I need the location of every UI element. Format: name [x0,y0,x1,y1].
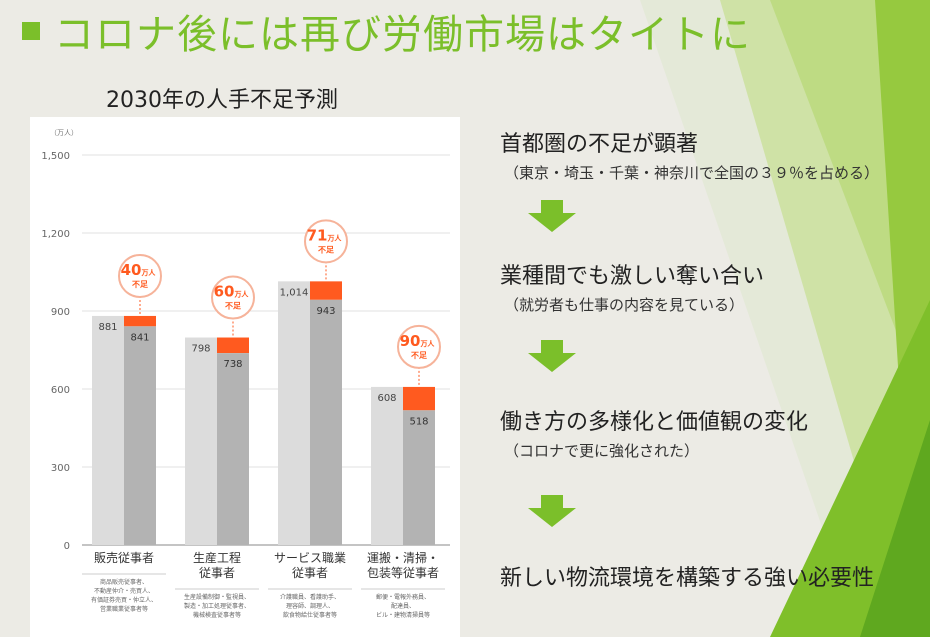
bar-shortage [403,386,435,411]
category-note: 有価証券売買・仲立人、 [91,596,157,604]
down-arrow-icon [528,495,576,527]
bar-supply [403,410,435,545]
shortage-number: 71 [307,226,328,244]
category-note: 不動産仲介・売買人、 [94,587,154,595]
category-note: 営業職業従事者等 [100,605,148,613]
flow-step-2-sub: （就労者も仕事の内容を見ている） [504,296,745,314]
bar-supply [124,326,156,545]
category-note: 介護職員、看護助手、 [280,593,340,601]
shortage-unit: 万人 [140,268,156,277]
shortage-number: 90 [400,332,421,350]
data-label-demand: 608 [377,393,396,404]
shortage-unit: 万人 [326,233,342,242]
bar-demand [92,315,124,545]
shortage-label: 不足 [225,302,242,311]
shortage-value: 90万人 [400,332,436,350]
slide-title: コロナ後には再び労働市場はタイトに [22,6,751,58]
data-label-demand: 1,014 [280,287,309,298]
shortage-number: 40 [121,261,142,279]
category-note: ビル・建物清掃員等 [376,611,430,619]
bar-shortage [217,337,249,354]
shortage-bubble [397,324,441,369]
flow-step-1-main: 首都圏の不足が顕著 [500,132,699,157]
category-label: 従事者 [292,566,328,580]
shortage-value: 60万人 [214,283,250,301]
shortage-label: 不足 [132,280,149,289]
category-label: 運搬・清掃・ [367,550,439,565]
category-note: 機械検査従事者等 [193,611,241,619]
flow-step-3-sub: （コロナで更に強化された） [504,442,700,460]
shortage-value: 40万人 [121,261,157,279]
y-tick-label: 1,200 [41,229,70,240]
shortage-unit: 万人 [419,339,435,348]
title-bullet-icon [22,22,40,40]
y-tick-label: 600 [51,385,70,396]
category-note: 飲食物給仕従事者等 [283,611,337,619]
category-label: サービス職業 [274,551,346,565]
shortage-unit: 万人 [233,290,249,299]
shortage-number: 60 [214,283,235,301]
flow-step-1-sub: （東京・埼玉・千葉・神奈川で全国の３９％を占める） [504,164,880,182]
y-tick-label: 1,500 [41,151,70,162]
shortage-bubble [211,275,255,320]
down-arrow-icon [528,340,576,372]
flow-step-2-main: 業種間でも激しい奪い合い [500,264,765,289]
bar-demand [185,337,217,545]
bar-demand [278,281,310,545]
title-text: コロナ後には再び労働市場はタイトに [54,12,751,58]
y-axis-unit: （万人） [50,129,78,137]
flow-step-3: 働き方の多様化と価値観の変化 （コロナで更に強化された） [500,404,808,461]
flow-step-2: 業種間でも激しい奪い合い （就労者も仕事の内容を見ている） [500,258,764,315]
chart-subtitle: 2030年の人手不足予測 [106,88,338,113]
shortage-label: 不足 [411,351,428,360]
bar-supply [217,353,249,545]
category-note: 製造・加工処理従事者、 [184,602,250,610]
shortage-bubble [118,253,162,298]
chart-card: （万人） 0 300 600 900 1,200 1,500 881 841 40万人 不足 販売従事… [30,117,460,637]
data-label-supply: 841 [130,332,149,343]
y-tick-label: 0 [64,541,70,552]
category-note: 郵便・電報外務員、 [376,593,430,601]
flow-step-1: 首都圏の不足が顕著 （東京・埼玉・千葉・神奈川で全国の３９％を占める） [500,126,879,183]
flow-step-4-main: 新しい物流環境を構築する強い必要性 [500,566,875,591]
data-label-supply: 518 [409,416,428,427]
y-tick-label: 900 [51,307,70,318]
category-label: 包装等従事者 [367,566,439,580]
shortage-bubble [304,219,348,264]
category-label: 生産工程 [193,550,241,565]
shortage-bar-chart: （万人）03006009001,2001,50088184140万人不足販売従事… [41,129,450,619]
category-note: 商品販売従事者、 [100,578,148,586]
data-label-supply: 943 [316,306,335,317]
category-label: 販売従事者 [94,550,154,565]
shortage-label: 不足 [318,245,335,254]
category-note: 理容師、調理人、 [286,602,334,610]
flow-step-3-main: 働き方の多様化と価値観の変化 [500,410,809,435]
category-label: 従事者 [199,566,235,580]
bar-shortage [124,315,156,327]
y-tick-label: 300 [51,463,70,474]
data-label-demand: 798 [191,344,210,355]
data-label-demand: 881 [98,322,117,333]
category-note: 配達員、 [391,602,415,610]
shortage-value: 71万人 [307,226,343,244]
flow-step-4: 新しい物流環境を構築する強い必要性 [500,560,874,592]
category-note: 生産設備制御・監視員、 [184,593,250,601]
down-arrow-icon [528,200,576,232]
bar-demand [371,386,403,545]
bar-shortage [310,281,342,300]
bar-supply [310,299,342,545]
data-label-supply: 738 [223,359,242,370]
